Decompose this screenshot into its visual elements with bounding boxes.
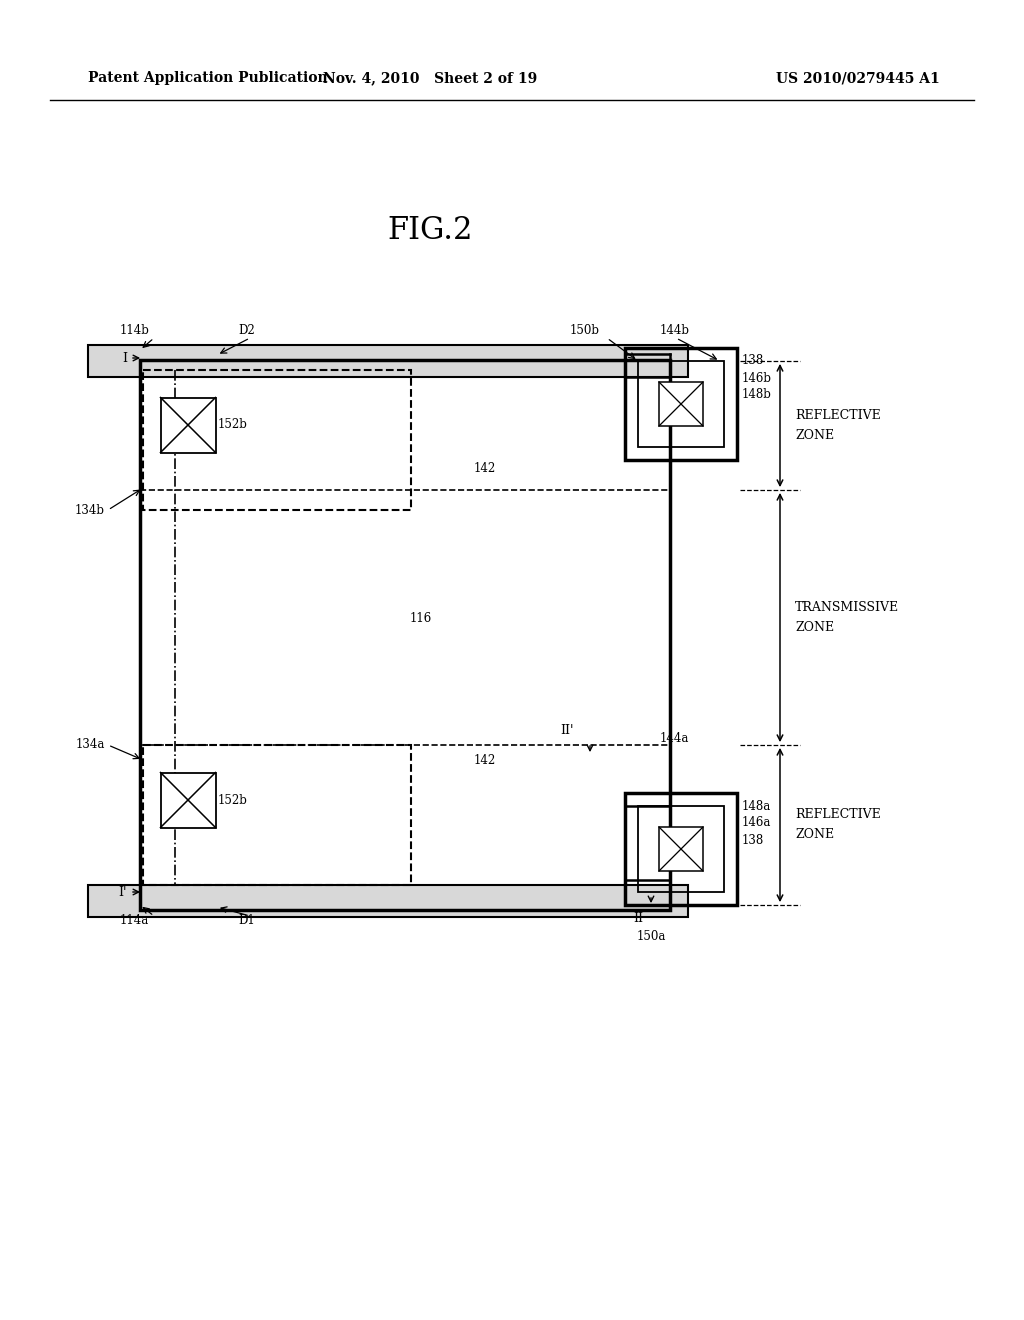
Text: II: II [633,912,643,925]
Bar [140,360,670,909]
Bar [161,772,215,828]
Text: ZONE: ZONE [795,620,835,634]
Text: TRANSMISSIVE: TRANSMISSIVE [795,601,899,614]
Text: ZONE: ZONE [795,429,835,442]
Text: II': II' [560,723,573,737]
Text: 150b: 150b [570,323,600,337]
Bar [659,381,703,426]
Text: ZONE: ZONE [795,829,835,842]
Text: 152b: 152b [218,793,248,807]
Text: 134b: 134b [75,503,105,516]
Text: 138: 138 [742,833,764,846]
Text: 150a: 150a [636,931,666,942]
Text: FIG.2: FIG.2 [387,215,473,246]
Bar [161,397,215,453]
Bar [88,345,688,378]
Bar [659,828,703,871]
Text: 142: 142 [474,754,497,767]
Text: REFLECTIVE: REFLECTIVE [795,409,881,422]
Text: 134a: 134a [76,738,105,751]
Text: 116: 116 [410,611,432,624]
Text: Patent Application Publication: Patent Application Publication [88,71,328,84]
Text: I': I' [119,886,127,899]
Text: 114b: 114b [120,323,150,337]
Bar [143,370,411,510]
Text: 146b: 146b [742,371,772,384]
Bar [88,884,688,917]
Text: D2: D2 [238,323,255,337]
Text: 152b: 152b [218,418,248,432]
Bar [625,793,737,906]
Text: 148b: 148b [742,388,772,401]
Text: 144a: 144a [660,731,689,744]
Text: 146a: 146a [742,817,771,829]
Text: 114a: 114a [120,913,150,927]
Bar [625,348,737,459]
Text: D1: D1 [238,913,255,927]
Text: 138: 138 [742,355,764,367]
Text: Nov. 4, 2010   Sheet 2 of 19: Nov. 4, 2010 Sheet 2 of 19 [323,71,538,84]
Text: I: I [122,351,127,364]
Text: 144b: 144b [660,323,690,337]
Text: 142: 142 [474,462,497,474]
Bar [638,807,724,892]
Bar [638,360,724,447]
Text: US 2010/0279445 A1: US 2010/0279445 A1 [776,71,940,84]
Text: 148a: 148a [742,800,771,813]
Text: REFLECTIVE: REFLECTIVE [795,808,881,821]
Bar [143,744,411,884]
